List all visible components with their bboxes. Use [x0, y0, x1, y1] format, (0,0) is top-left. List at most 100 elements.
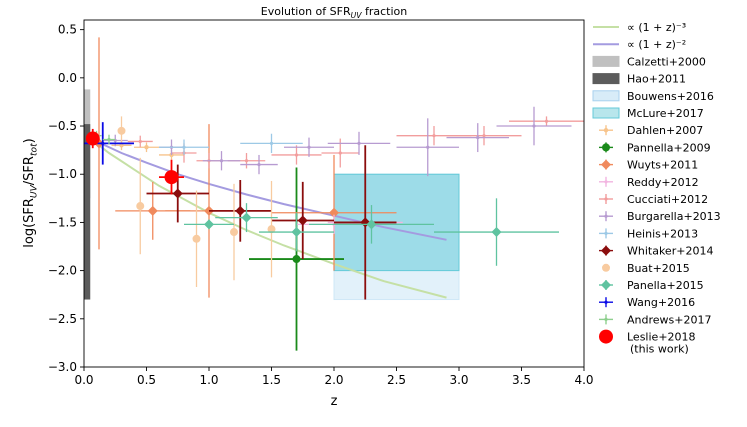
x-tick-label: 4.0 — [574, 373, 593, 387]
text-part: fraction — [361, 5, 407, 18]
data-point — [164, 170, 179, 185]
band-hao-2011 — [84, 124, 91, 300]
legend-label: Heinis+2013 — [627, 227, 698, 240]
subscript: tot — [29, 143, 39, 156]
data-point — [147, 205, 158, 216]
data-point — [491, 227, 502, 238]
data-point — [482, 134, 486, 138]
legend-entry-heinis-2013: Heinis+2013 — [599, 227, 698, 240]
data-point — [291, 227, 302, 238]
data-point — [269, 141, 274, 145]
x-tick-label: 2.0 — [324, 373, 343, 387]
series-pannella-2009 — [249, 167, 344, 351]
data-point — [297, 215, 308, 226]
legend-label: Leslie+2018 — [627, 331, 696, 344]
data-point — [172, 188, 183, 199]
legend-entry-pannella-2009: Pannella+2009 — [599, 141, 711, 154]
legend-label: Reddy+2012 — [627, 176, 699, 189]
subscript: UV — [351, 11, 363, 20]
data-point — [476, 135, 480, 140]
x-tick-label: 3.0 — [449, 373, 468, 387]
legend-swatch — [592, 107, 620, 119]
series-wang-2016 — [84, 122, 134, 165]
legend-label: Burgarella+2013 — [627, 210, 721, 223]
legend-swatch-marker — [602, 263, 610, 272]
x-tick-label: 0.5 — [137, 373, 156, 387]
legend-entry-burgarella-2013: Burgarella+2013 — [599, 210, 721, 223]
data-point — [230, 228, 238, 237]
legend-label: ∝ (1 + z)⁻² — [627, 38, 686, 51]
x-axis: 0.0 0.5 1.0 1.5 2.0 2.5 3.0 3.5 4.0 — [74, 367, 594, 387]
legend-label: Pannella+2009 — [627, 141, 711, 154]
data-point — [544, 119, 549, 123]
x-tick-label: 1.5 — [262, 373, 281, 387]
legend: ∝ (1 + z)⁻³ ∝ (1 + z)⁻² Calzetti+2000 Hao+2… — [592, 21, 721, 356]
legend-label: Bouwens+2016 — [627, 90, 714, 103]
series-panella-2015 — [184, 198, 559, 266]
legend-label: Wang+2016 — [627, 296, 695, 309]
series-buat-2015 — [117, 116, 276, 287]
text-part: /SFR — [22, 156, 37, 185]
data-point — [329, 207, 339, 218]
y-tick-label: −1.0 — [48, 167, 77, 181]
legend-entry-bouwens-2016: Bouwens+2016 — [592, 90, 714, 103]
legend-entry-leslie-2018: Leslie+2018(this work) — [599, 329, 696, 356]
text-part: ) — [22, 138, 37, 143]
legend-entry-whitaker-2014: Whitaker+2014 — [599, 245, 713, 258]
legend-entry-buat-2015: Buat+2015 — [602, 262, 690, 275]
legend-swatch — [592, 73, 620, 85]
legend-swatch-marker — [603, 128, 609, 133]
legend-entry-andrews-2017: Andrews+2017 — [599, 313, 711, 326]
legend-label: Buat+2015 — [627, 262, 690, 275]
plot-area — [84, 37, 584, 351]
legend-label: Calzetti+2000 — [627, 55, 706, 68]
data-point — [267, 225, 276, 234]
legend-label: Panella+2015 — [627, 279, 704, 292]
x-tick-label: 3.5 — [512, 373, 531, 387]
legend-entry-panella-2015: Panella+2015 — [599, 279, 704, 292]
data-point — [307, 145, 311, 149]
legend-entry-hao-2011: Hao+2011 — [592, 73, 686, 86]
data-point — [219, 159, 224, 163]
y-tick-label: −1.5 — [48, 215, 77, 229]
legend-label: Whitaker+2014 — [627, 245, 713, 258]
data-point — [182, 145, 186, 149]
data-point — [144, 145, 149, 150]
legend-label: McLure+2017 — [627, 107, 704, 120]
series-cucciati-2012 — [127, 116, 584, 169]
text-part: Evolution of SFR — [261, 5, 351, 18]
data-point — [357, 141, 361, 145]
text-part: log(SFR — [22, 198, 37, 248]
legend-entry-calzetti-2000: Calzetti+2000 — [592, 55, 706, 68]
x-tick-label: 2.5 — [387, 373, 406, 387]
legend-entry-mclure-2017: McLure+2017 — [592, 107, 704, 120]
y-tick-label: −2.5 — [48, 312, 77, 326]
legend-swatch — [592, 55, 620, 67]
legend-entry-dahlen-2007: Dahlen+2007 — [599, 124, 703, 137]
legend-swatch-marker — [604, 231, 608, 235]
y-tick-label: −0.5 — [48, 119, 77, 133]
data-point — [244, 159, 249, 163]
data-point — [294, 153, 299, 157]
data-point — [257, 162, 261, 167]
legend-label: Wuyts+2011 — [627, 159, 698, 172]
legend-entry-wuyts-2011: Wuyts+2011 — [599, 159, 698, 172]
legend-swatch-marker — [604, 214, 608, 218]
data-point — [432, 134, 436, 138]
legend-label: ∝ (1 + z)⁻³ — [627, 21, 686, 34]
legend-swatch — [592, 90, 620, 102]
legend-entry-cucciati-2012: Cucciati+2012 — [599, 193, 708, 206]
data-point — [107, 137, 111, 142]
series-heinis-2013 — [159, 133, 303, 155]
legend-label: Andrews+2017 — [627, 313, 711, 326]
x-axis-label: z — [331, 394, 338, 409]
legend-swatch-marker — [604, 300, 608, 304]
data-point — [532, 124, 536, 128]
data-point — [241, 212, 252, 223]
legend-swatch-marker — [601, 245, 611, 256]
x-tick-label: 0.0 — [74, 373, 93, 387]
y-tick-label: −3.0 — [48, 360, 77, 374]
data-point — [192, 234, 201, 243]
data-point — [204, 219, 214, 230]
